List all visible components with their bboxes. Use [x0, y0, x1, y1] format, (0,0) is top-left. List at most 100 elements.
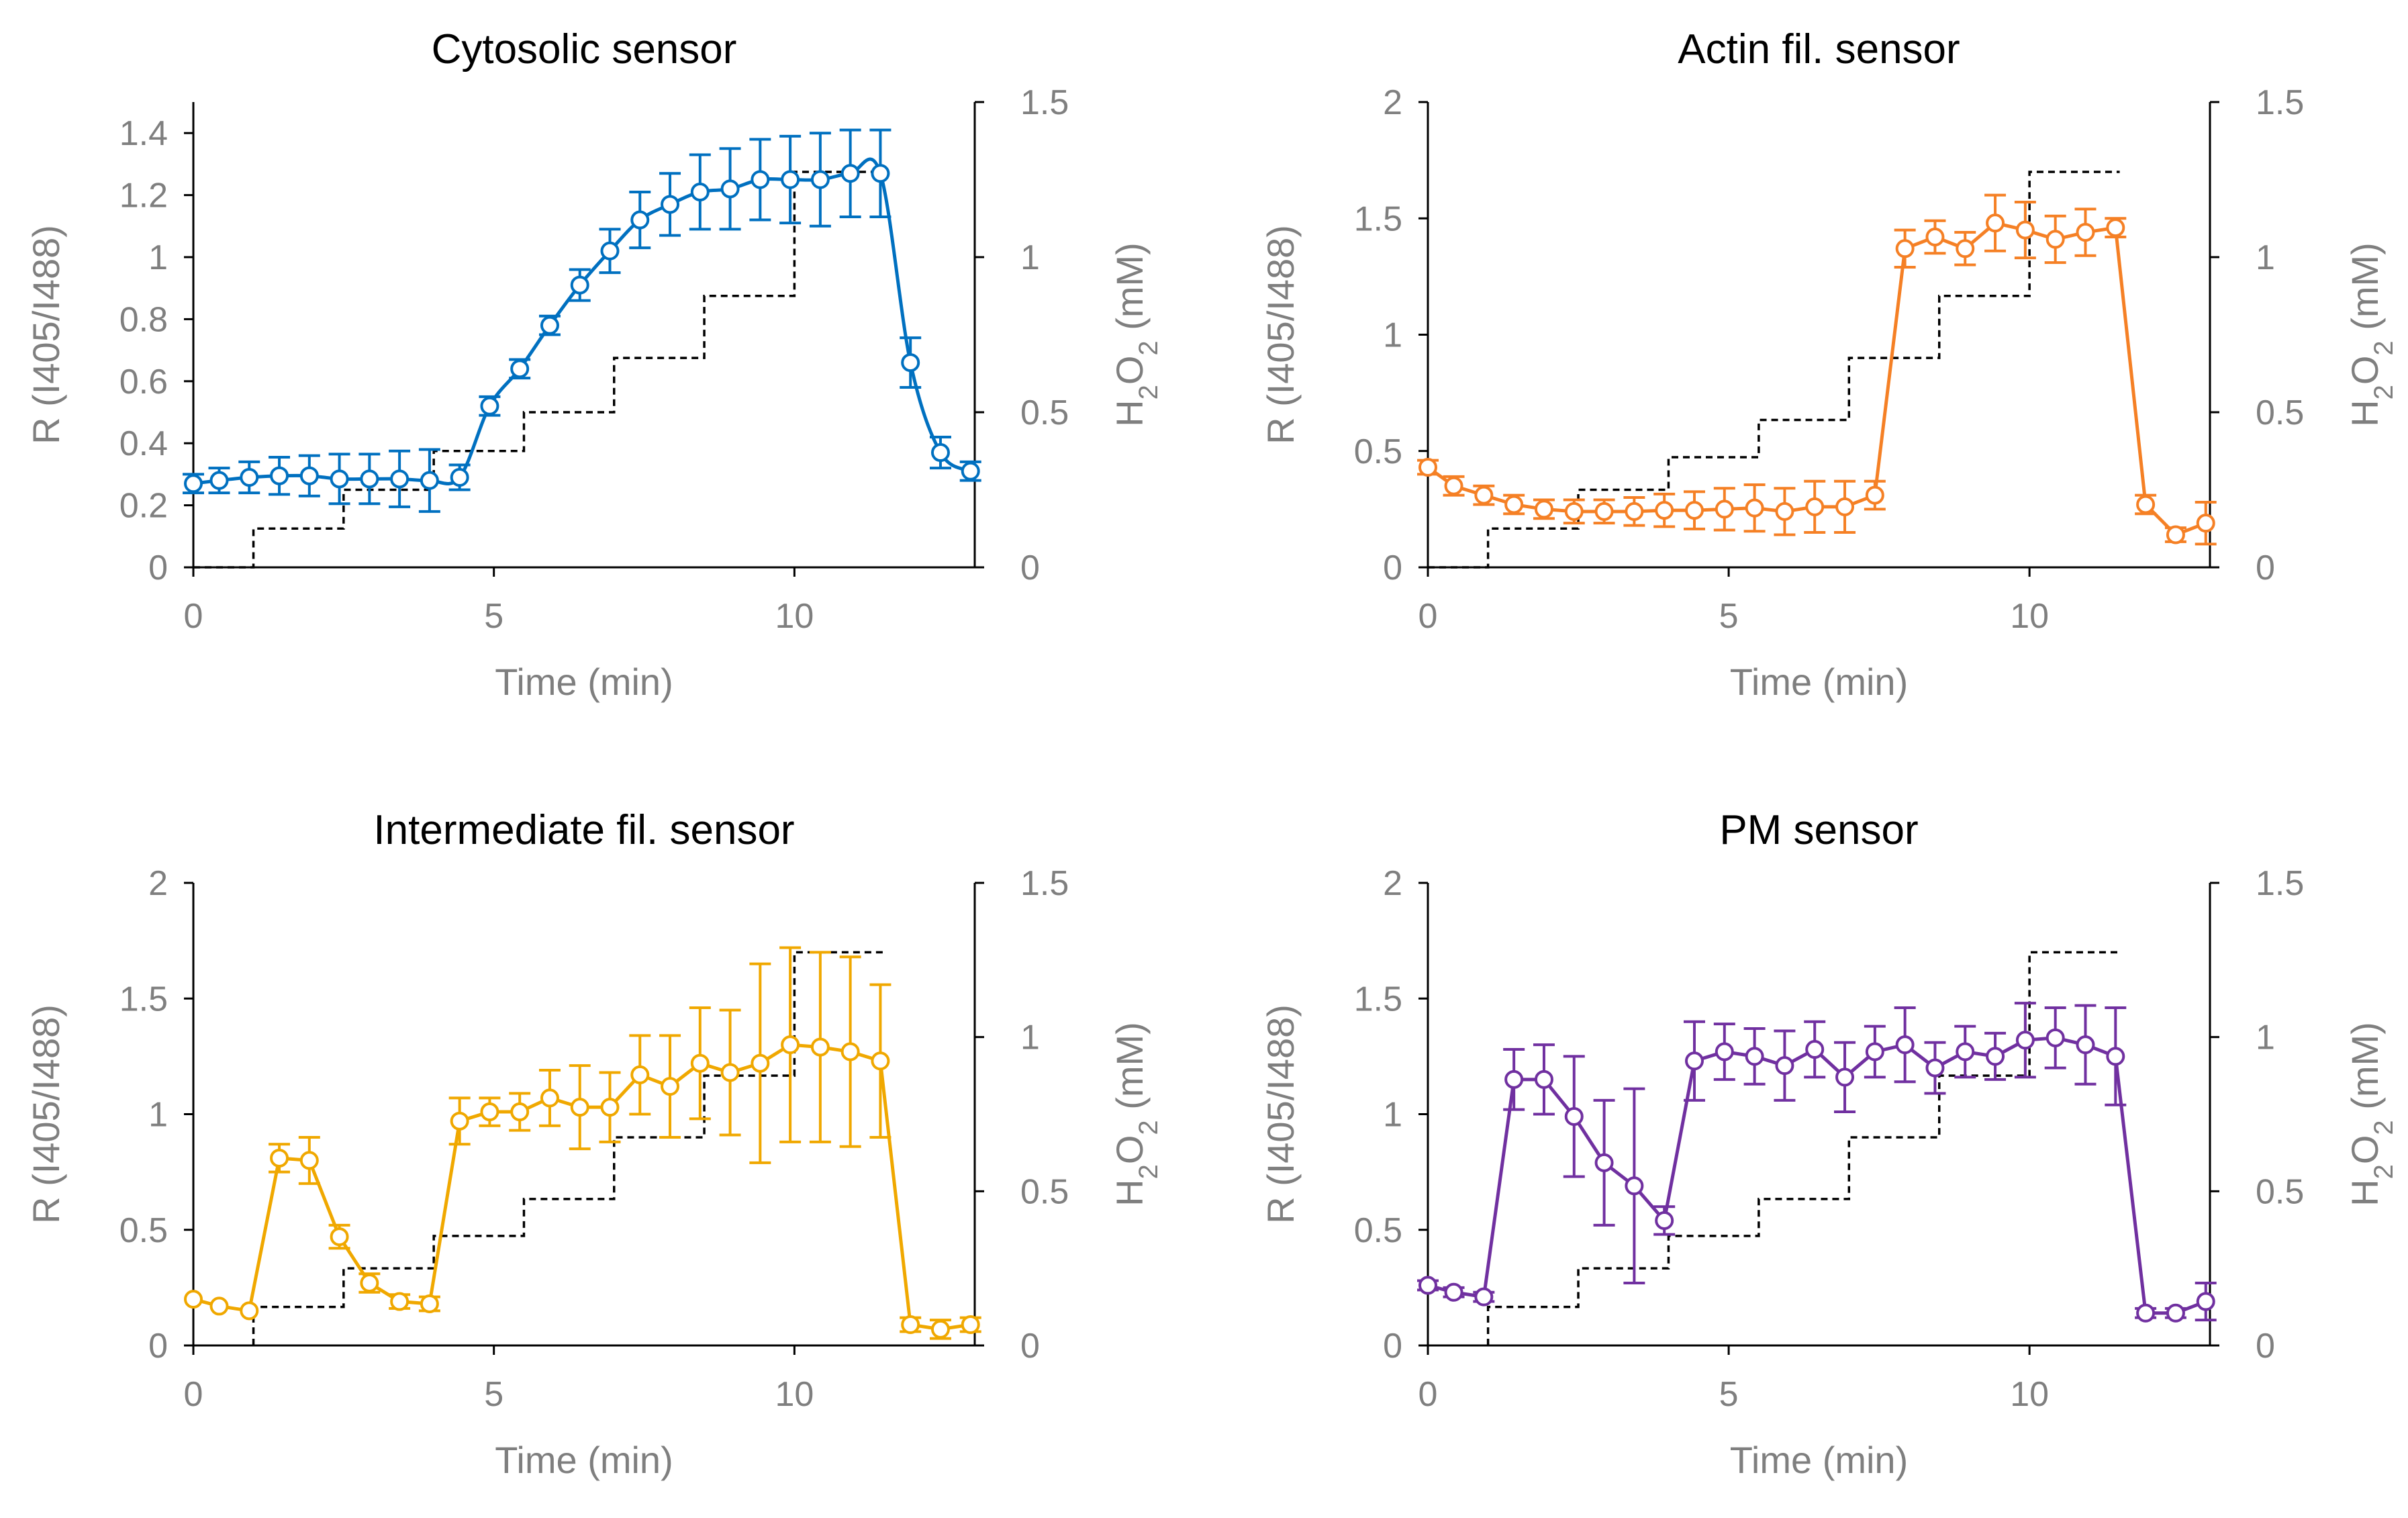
chart-title: Intermediate fil. sensor — [373, 807, 794, 853]
y2-tick-label: 1 — [2256, 238, 2275, 277]
h2o2-step-line — [252, 951, 885, 1345]
data-point — [299, 466, 319, 485]
data-point — [1564, 1106, 1584, 1126]
data-point — [1564, 502, 1584, 521]
y-tick-label: 1 — [148, 238, 168, 277]
y-tick-label: 0 — [1383, 549, 1402, 587]
data-point — [1444, 1282, 1463, 1302]
data-point — [1594, 1153, 1614, 1172]
data-point — [751, 1053, 770, 1073]
x-tick-label: 10 — [775, 597, 814, 636]
data-point — [390, 469, 410, 489]
x-tick-label: 10 — [2010, 1375, 2049, 1414]
y-tick-label: 0.2 — [119, 487, 168, 526]
data-point — [930, 443, 950, 463]
y-tick-label: 0.5 — [1354, 432, 1402, 471]
data-point — [690, 182, 710, 201]
data-point — [720, 179, 740, 199]
data-point — [600, 1098, 620, 1117]
data-point — [1504, 1070, 1524, 1089]
y-tick-label: 0.8 — [119, 300, 168, 339]
data-point — [330, 469, 349, 489]
data-point — [1474, 1287, 1494, 1307]
data-point — [1835, 497, 1855, 516]
data-point — [240, 468, 259, 487]
h2o2-step-line — [193, 171, 885, 569]
data-point — [1625, 502, 1644, 521]
data-point — [2166, 525, 2185, 544]
data-point — [270, 1148, 289, 1168]
data-point — [1625, 1176, 1644, 1196]
data-point — [901, 1315, 920, 1334]
y-tick-label: 1.5 — [119, 980, 168, 1018]
x-tick-label: 0 — [1418, 1375, 1438, 1414]
chart-title: PM sensor — [1719, 807, 1918, 853]
data-point — [930, 1319, 950, 1339]
y-tick-label: 1 — [1383, 1096, 1402, 1135]
series-line — [193, 157, 972, 485]
data-point — [1925, 227, 1945, 246]
y-tick-label: 0 — [1383, 1327, 1402, 1366]
data-point — [1418, 458, 1437, 477]
data-point — [1655, 1211, 1674, 1230]
chart-panel-inter: Intermediate fil. sensor 0 0.5 1 1.5 2 0 0.5 1 1.… — [25, 807, 1163, 1481]
chart-panel-actin: Actin fil. sensor 0 0.5 1 1.5 2 0 0.5 1 1.5 0 5 10 Ti… — [1259, 26, 2399, 703]
data-point — [2106, 1047, 2125, 1066]
data-point — [1715, 500, 1734, 519]
data-point — [661, 195, 680, 214]
data-point — [450, 468, 469, 487]
data-point — [1895, 239, 1915, 258]
y2-axis-label: H2O2 (mM) — [2344, 1022, 2399, 1206]
y-tick-label: 1 — [148, 1096, 168, 1135]
h2o2-step-line — [1428, 171, 2120, 569]
y2-tick-label: 0.5 — [2256, 393, 2304, 432]
chart-title: Actin fil. sensor — [1678, 26, 1960, 73]
x-tick-label: 5 — [484, 1375, 503, 1414]
y-axis-label: R (I405/I488) — [25, 1004, 67, 1224]
data-point — [2015, 220, 2035, 240]
data-point — [1504, 495, 1524, 514]
x-tick-label: 5 — [484, 597, 503, 636]
y2-tick-label: 1 — [2256, 1018, 2275, 1057]
y2-tick-label: 1 — [1020, 238, 1040, 277]
x-axis-label: Time (min) — [495, 661, 673, 703]
data-point — [1444, 476, 1463, 495]
y2-tick-label: 0 — [2256, 1327, 2275, 1366]
data-point — [1745, 1047, 1764, 1066]
data-point — [1986, 1047, 2005, 1066]
y2-tick-label: 0.5 — [2256, 1172, 2304, 1211]
y-tick-label: 1.5 — [1354, 980, 1402, 1018]
y-tick-label: 2 — [1383, 83, 1402, 122]
y2-tick-label: 0 — [1020, 1327, 1040, 1366]
y-tick-label: 2 — [148, 864, 168, 903]
data-point — [1775, 1056, 1794, 1076]
data-point — [751, 170, 770, 189]
data-point — [661, 1077, 680, 1096]
data-point — [1895, 1035, 1915, 1055]
data-point — [720, 1063, 740, 1082]
data-point — [871, 1051, 890, 1071]
data-point — [1684, 1051, 1704, 1071]
x-axis-label: Time (min) — [1730, 1439, 1908, 1481]
y-tick-label: 2 — [1383, 864, 1402, 903]
y2-axis-label: H2O2 (mM) — [1108, 1022, 1163, 1206]
y-tick-label: 1 — [1383, 316, 1402, 355]
x-axis-label: Time (min) — [1730, 661, 1908, 703]
y2-axis-label: H2O2 (mM) — [2344, 242, 2399, 427]
y-tick-label: 0.6 — [119, 363, 168, 401]
data-point — [2166, 1303, 2185, 1323]
data-point — [1474, 485, 1494, 505]
data-point — [1418, 1276, 1437, 1295]
data-point — [1925, 1058, 1945, 1078]
data-point — [1805, 497, 1825, 516]
y-tick-label: 0.5 — [1354, 1211, 1402, 1250]
data-point — [1865, 485, 1884, 505]
data-point — [781, 170, 800, 189]
y2-tick-label: 1.5 — [1020, 864, 1069, 903]
data-point — [299, 1151, 319, 1170]
data-point — [1684, 501, 1704, 520]
data-point — [1986, 214, 2005, 233]
data-point — [1655, 501, 1674, 520]
data-point — [1745, 498, 1764, 518]
